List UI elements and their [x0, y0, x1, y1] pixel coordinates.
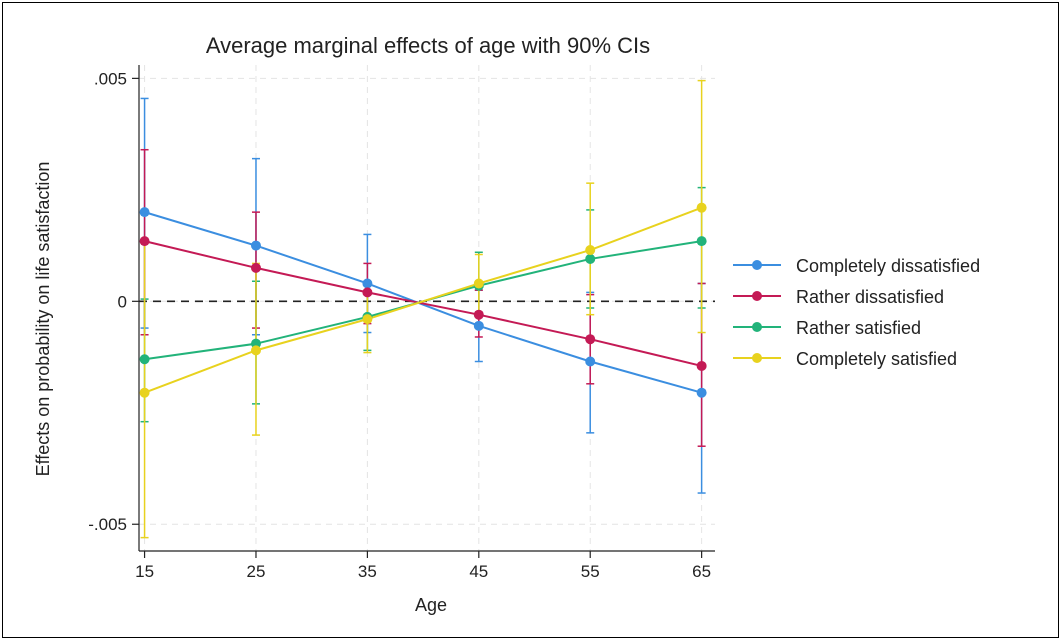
- legend-swatch-marker: [752, 291, 762, 301]
- y-tick-label: 0: [118, 292, 127, 311]
- chart-title: Average marginal effects of age with 90%…: [206, 33, 650, 58]
- series-line: [144, 211, 702, 394]
- data-point: [473, 320, 484, 331]
- series-line: [144, 240, 702, 367]
- data-point: [362, 314, 373, 325]
- data-point: [473, 278, 484, 289]
- legend-swatch-marker: [752, 353, 762, 363]
- series-lines: [144, 206, 702, 394]
- data-point: [696, 236, 707, 247]
- x-tick-label: 65: [692, 562, 711, 581]
- data-point: [362, 287, 373, 298]
- data-point: [696, 202, 707, 213]
- grid-lines: [139, 65, 715, 551]
- x-tick-label: 45: [469, 562, 488, 581]
- data-point: [585, 334, 596, 345]
- data-point: [585, 253, 596, 264]
- data-point: [585, 245, 596, 256]
- axes: -.005 0 .005 15 25 35 45 55 65: [88, 65, 715, 581]
- x-tick-label: 25: [247, 562, 266, 581]
- data-point: [250, 345, 261, 356]
- legend-swatch-marker: [752, 260, 762, 270]
- legend-label: Completely satisfied: [796, 349, 957, 369]
- data-point: [473, 309, 484, 320]
- data-point: [139, 236, 150, 247]
- y-tick-label: .005: [94, 69, 127, 88]
- y-tick-label: -.005: [88, 515, 127, 534]
- chart-svg: Average marginal effects of age with 90%…: [33, 33, 980, 615]
- data-point: [139, 207, 150, 218]
- y-axis-label: Effects on probability on life satisfact…: [33, 162, 53, 477]
- series-line: [144, 206, 702, 394]
- x-tick-label: 15: [135, 562, 154, 581]
- data-point: [696, 387, 707, 398]
- data-point: [139, 387, 150, 398]
- data-point: [362, 278, 373, 289]
- x-tick-label: 35: [358, 562, 377, 581]
- x-tick-label: 55: [581, 562, 600, 581]
- data-point: [139, 354, 150, 365]
- legend-label: Rather dissatisfied: [796, 287, 944, 307]
- data-points: [139, 202, 707, 398]
- legend-label: Rather satisfied: [796, 318, 921, 338]
- data-point: [250, 240, 261, 251]
- confidence-intervals: [140, 79, 706, 539]
- data-point: [696, 360, 707, 371]
- data-point: [585, 356, 596, 367]
- legend-swatch-marker: [752, 322, 762, 332]
- legend-label: Completely dissatisfied: [796, 256, 980, 276]
- data-point: [250, 262, 261, 273]
- legend: Completely dissatisfied Rather dissatisfi…: [733, 256, 980, 369]
- series-line: [144, 240, 702, 361]
- x-axis-label: Age: [415, 595, 447, 615]
